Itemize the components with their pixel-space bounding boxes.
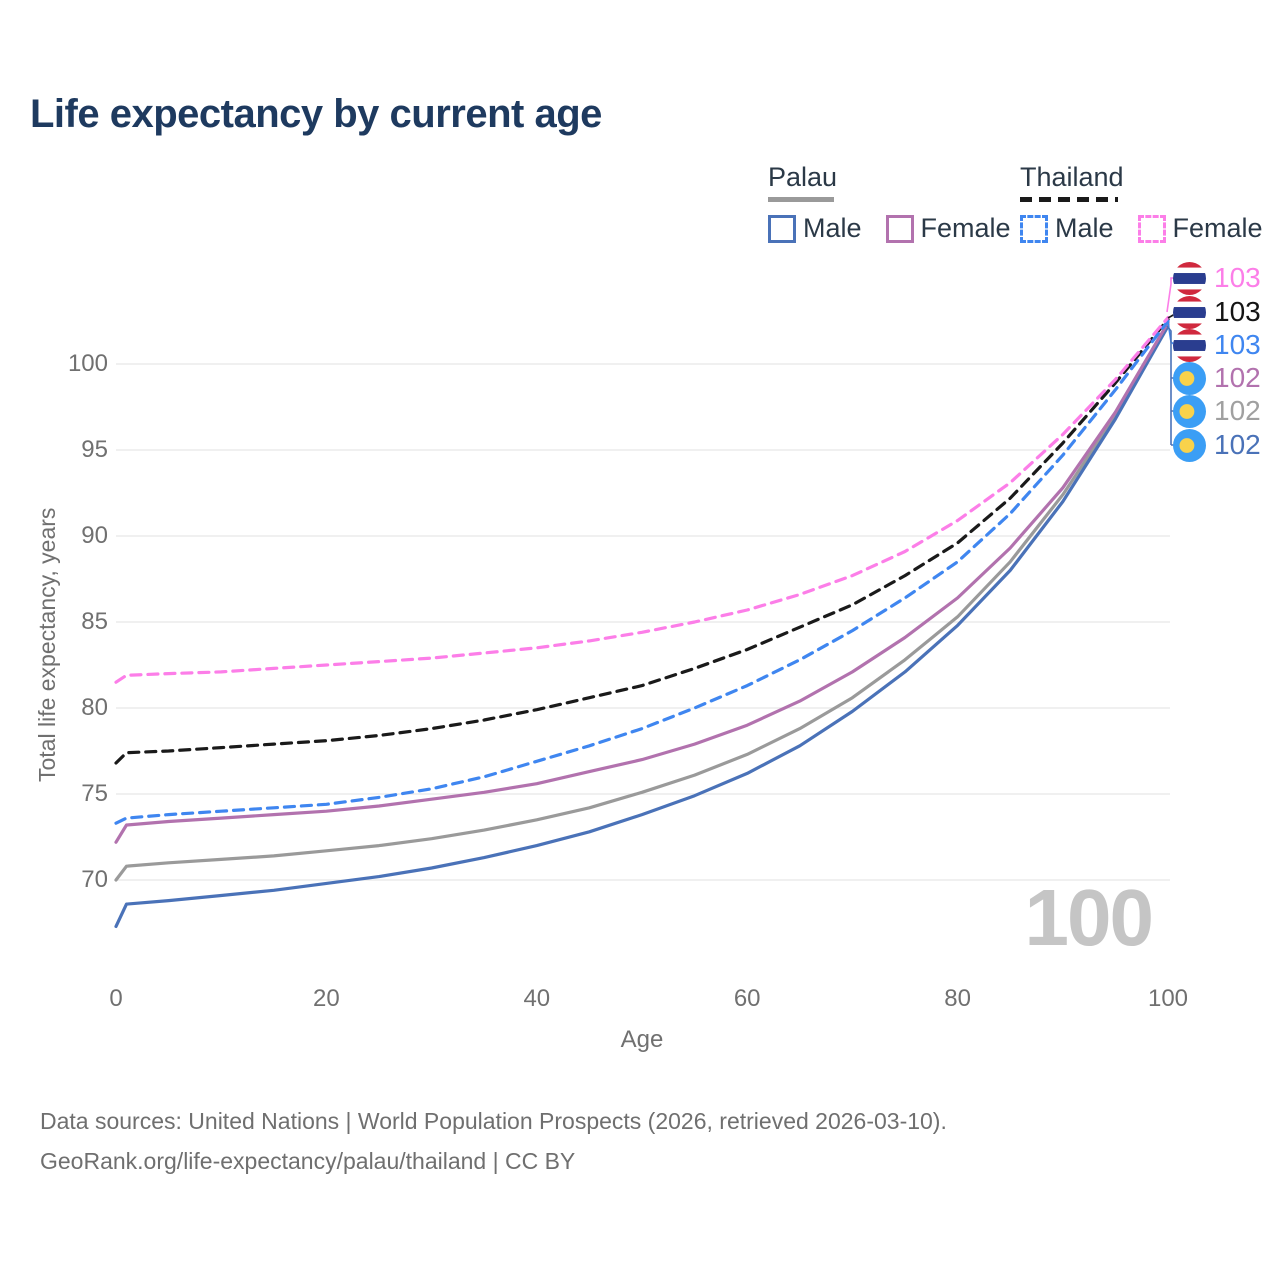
- page-title: Life expectancy by current age: [30, 92, 602, 136]
- palau-female-swatch-icon: [885, 214, 914, 243]
- series-line-thailand-female[interactable]: [114, 316, 1170, 684]
- end-label-value: 103: [1214, 262, 1261, 293]
- legend-group-palau: Palau Male Female: [768, 162, 1035, 244]
- thailand-female-swatch-icon: [1137, 214, 1166, 243]
- end-label-row: 103: [1173, 261, 1261, 295]
- footer-attribution: GeoRank.org/life-expectancy/palau/thaila…: [40, 1148, 576, 1174]
- x-tick-label: 80: [944, 985, 971, 1012]
- end-label-row: 102: [1173, 361, 1261, 395]
- palau-flag-icon: [1173, 394, 1206, 428]
- thailand-flag-icon: [1173, 261, 1206, 295]
- end-label-value: 102: [1214, 395, 1261, 426]
- palau-solid-line-swatch: [768, 197, 834, 202]
- x-tick-label: 60: [733, 985, 761, 1012]
- end-label-value: 103: [1214, 296, 1261, 327]
- end-label-row: 102: [1173, 394, 1261, 428]
- thailand-male-swatch-icon: [1020, 214, 1048, 243]
- x-tick-label: 20: [313, 985, 340, 1012]
- end-label-row: 103: [1173, 328, 1261, 362]
- y-tick-label: 85: [81, 608, 108, 635]
- legend-item-thailand-female[interactable]: Female: [1137, 213, 1263, 244]
- series-line-thailand-male[interactable]: [114, 319, 1170, 825]
- series-line-thailand-both-sexes[interactable]: [114, 317, 1170, 765]
- footer-data-sources: Data sources: United Nations | World Pop…: [40, 1108, 947, 1134]
- series-line-palau-female[interactable]: [114, 321, 1170, 844]
- legend-item-palau-female[interactable]: Female: [885, 213, 1011, 244]
- thailand-flag-icon: [1173, 328, 1206, 362]
- legend-item-palau-male[interactable]: Male: [768, 213, 862, 244]
- palau-flag-icon: [1173, 361, 1206, 395]
- legend-label: Female: [1172, 213, 1263, 243]
- y-tick-label: 70: [81, 866, 108, 893]
- end-label-value: 103: [1214, 329, 1261, 360]
- series-line-palau-both-sexes[interactable]: [114, 322, 1170, 882]
- x-axis-title: Age: [620, 1026, 664, 1053]
- legend-group-thailand: Thailand Male Female: [1020, 162, 1280, 244]
- legend-label: Male: [803, 213, 862, 243]
- legend-label: Female: [920, 213, 1011, 243]
- end-label-row: 103: [1173, 295, 1261, 329]
- thailand-dashed-line-swatch: [1020, 197, 1118, 202]
- y-tick-label: 95: [81, 436, 108, 463]
- x-tick-label: 0: [109, 985, 123, 1012]
- end-label-value: 102: [1214, 429, 1261, 460]
- palau-male-swatch-icon: [768, 214, 796, 243]
- end-label-row: 102: [1173, 428, 1261, 462]
- y-tick-label: 100: [67, 350, 108, 377]
- y-tick-label: 90: [81, 522, 108, 549]
- legend-label: Male: [1055, 213, 1114, 243]
- end-label-value: 102: [1214, 362, 1261, 393]
- series-line-palau-male[interactable]: [114, 324, 1170, 928]
- palau-flag-icon: [1173, 428, 1206, 462]
- thailand-flag-icon: [1173, 295, 1206, 329]
- age-counter-watermark: 100: [1024, 873, 1154, 962]
- legend-country-thailand[interactable]: Thailand: [1020, 162, 1124, 192]
- y-tick-label: 75: [81, 780, 108, 807]
- y-tick-label: 80: [81, 694, 108, 721]
- legend-country-palau[interactable]: Palau: [768, 162, 838, 192]
- legend-item-thailand-male[interactable]: Male: [1020, 213, 1114, 244]
- x-tick-label: 40: [523, 985, 551, 1012]
- x-tick-label: 100: [1147, 985, 1189, 1012]
